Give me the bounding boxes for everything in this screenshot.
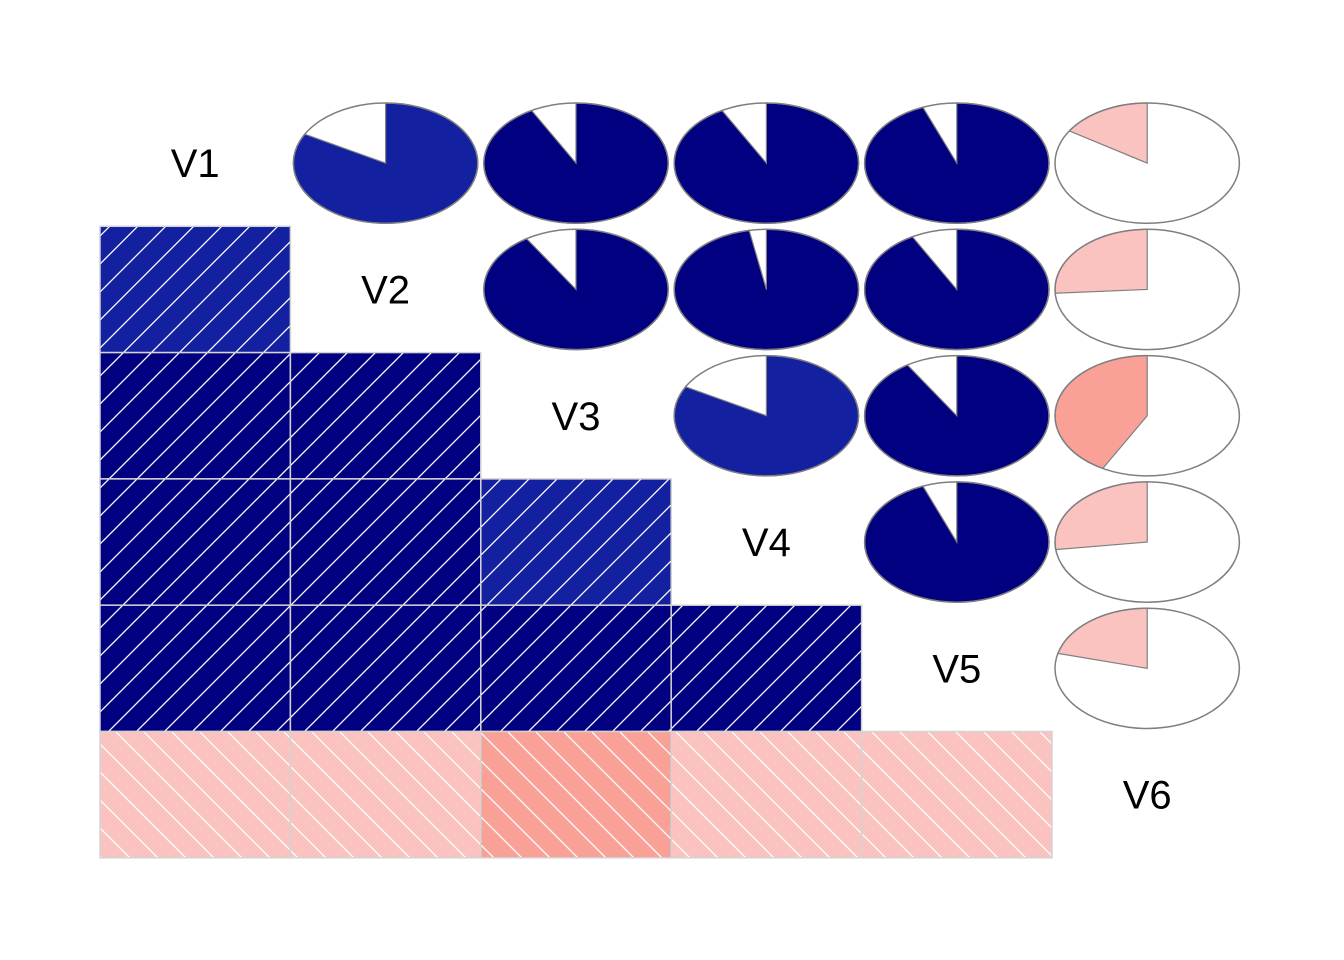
variable-label-v3: V3 — [552, 395, 601, 439]
shade-cell-v4-v3 — [480, 478, 672, 606]
shade-hatch — [480, 478, 672, 606]
upper-panel-pies — [292, 102, 1241, 730]
shade-hatch — [290, 352, 481, 479]
pie-outline — [292, 102, 479, 225]
pie-outline — [863, 228, 1050, 351]
pie-cell-v1-v6 — [1054, 102, 1241, 225]
shade-cell-v2-v1 — [99, 225, 292, 354]
variable-label-v6: V6 — [1123, 774, 1172, 818]
shade-cell-v5-v2 — [289, 604, 482, 733]
shade-cell-v6-v4 — [670, 730, 863, 859]
shade-hatch — [100, 731, 291, 858]
shade-cell-v3-v2 — [289, 351, 482, 480]
pie-outline — [863, 102, 1050, 225]
pie-slice — [1054, 481, 1148, 551]
pie-cell-v3-v5 — [863, 354, 1050, 477]
pie-outline — [863, 481, 1050, 603]
shade-border — [860, 730, 1053, 859]
pie-outline — [1054, 607, 1241, 730]
shade-hatch — [100, 605, 291, 732]
variable-label-v1: V1 — [171, 142, 220, 186]
shade-hatch — [671, 731, 862, 858]
shade-cell-v5-v3 — [480, 604, 672, 733]
shade-cell-v5-v1 — [99, 604, 292, 733]
shade-cell-v5-v4 — [670, 604, 863, 733]
pie-cell-v1-v4 — [673, 102, 860, 225]
variable-label-v5: V5 — [932, 647, 981, 691]
pie-cell-v2-v6 — [1054, 228, 1241, 351]
shade-cell-v6-v1 — [99, 730, 292, 859]
shade-hatch — [480, 605, 672, 732]
shade-cell-v6-v2 — [289, 730, 482, 859]
pie-cell-v1-v2 — [292, 102, 479, 225]
pie-cell-v2-v5 — [863, 228, 1050, 351]
lower-panel-shades — [99, 225, 1053, 859]
pie-outline — [1054, 481, 1241, 603]
variable-label-v2: V2 — [361, 268, 410, 312]
pie-cell-v2-v4 — [673, 228, 860, 351]
pie-outline — [1054, 354, 1241, 477]
variable-label-v4: V4 — [742, 521, 791, 565]
pie-outline — [673, 354, 860, 477]
shade-hatch — [861, 731, 1052, 858]
pie-outline — [863, 354, 1050, 477]
pie-outline — [1054, 102, 1241, 225]
pie-outline — [673, 228, 860, 351]
pie-outline — [673, 102, 860, 225]
shade-cell-v6-v5 — [860, 730, 1053, 859]
pie-outline — [483, 102, 669, 225]
pie-cell-v4-v5 — [863, 481, 1050, 603]
shade-cell-v3-v1 — [99, 351, 292, 480]
pie-cell-v4-v6 — [1054, 481, 1241, 603]
shade-hatch — [671, 605, 862, 732]
pie-cell-v3-v6 — [1054, 354, 1241, 477]
pie-outline — [1054, 228, 1241, 351]
diagonal-labels: V1 V2 V3 V4 V5 V6 — [171, 142, 1172, 818]
shade-cell-v4-v2 — [289, 478, 482, 606]
pie-cell-v3-v4 — [673, 354, 860, 477]
shade-hatch — [480, 731, 672, 858]
shade-hatch — [290, 605, 481, 732]
pie-cell-v5-v6 — [1054, 607, 1241, 730]
shade-hatch — [100, 478, 291, 606]
pie-outline — [483, 228, 669, 351]
shade-cell-v6-v3 — [480, 730, 672, 859]
pie-slice — [1054, 228, 1148, 294]
shade-hatch — [290, 478, 481, 606]
shade-cell-v4-v1 — [99, 478, 292, 606]
pie-cell-v2-v3 — [483, 228, 669, 351]
shade-hatch — [100, 352, 291, 479]
pie-cell-v1-v5 — [863, 102, 1050, 225]
shade-hatch — [100, 226, 291, 353]
pie-cell-v1-v3 — [483, 102, 669, 225]
shade-hatch — [290, 731, 481, 858]
